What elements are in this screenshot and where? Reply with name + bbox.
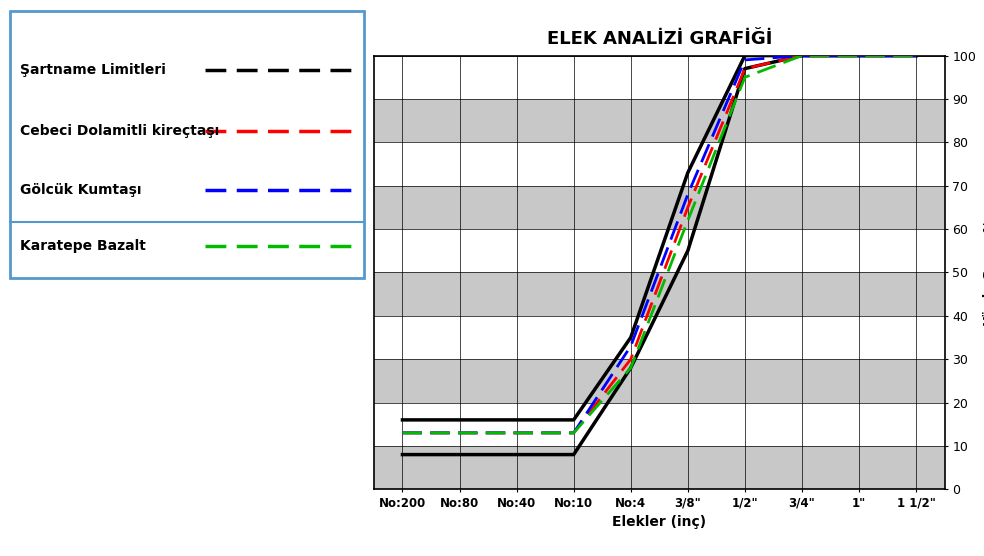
Bar	[374, 56, 945, 99]
X-axis label: Elekler (inç): Elekler (inç)	[612, 515, 707, 529]
Bar	[374, 446, 945, 489]
Bar	[374, 403, 945, 446]
Title: ELEK ANALİZİ GRAFİĞİ: ELEK ANALİZİ GRAFİĞİ	[546, 31, 772, 48]
Bar	[374, 229, 945, 272]
Bar	[374, 142, 945, 186]
Bar	[374, 186, 945, 229]
Text: Cebeci Dolamitli kireçtaşı: Cebeci Dolamitli kireçtaşı	[21, 124, 219, 138]
Text: Karatepe Bazalt: Karatepe Bazalt	[21, 239, 147, 253]
FancyBboxPatch shape	[10, 11, 364, 278]
Text: Şartname Limitleri: Şartname Limitleri	[21, 63, 166, 77]
Bar	[374, 272, 945, 316]
Bar	[374, 99, 945, 142]
Bar	[374, 316, 945, 359]
Bar	[374, 359, 945, 403]
Text: Gölcük Kumtaşı: Gölcük Kumtaşı	[21, 183, 142, 197]
